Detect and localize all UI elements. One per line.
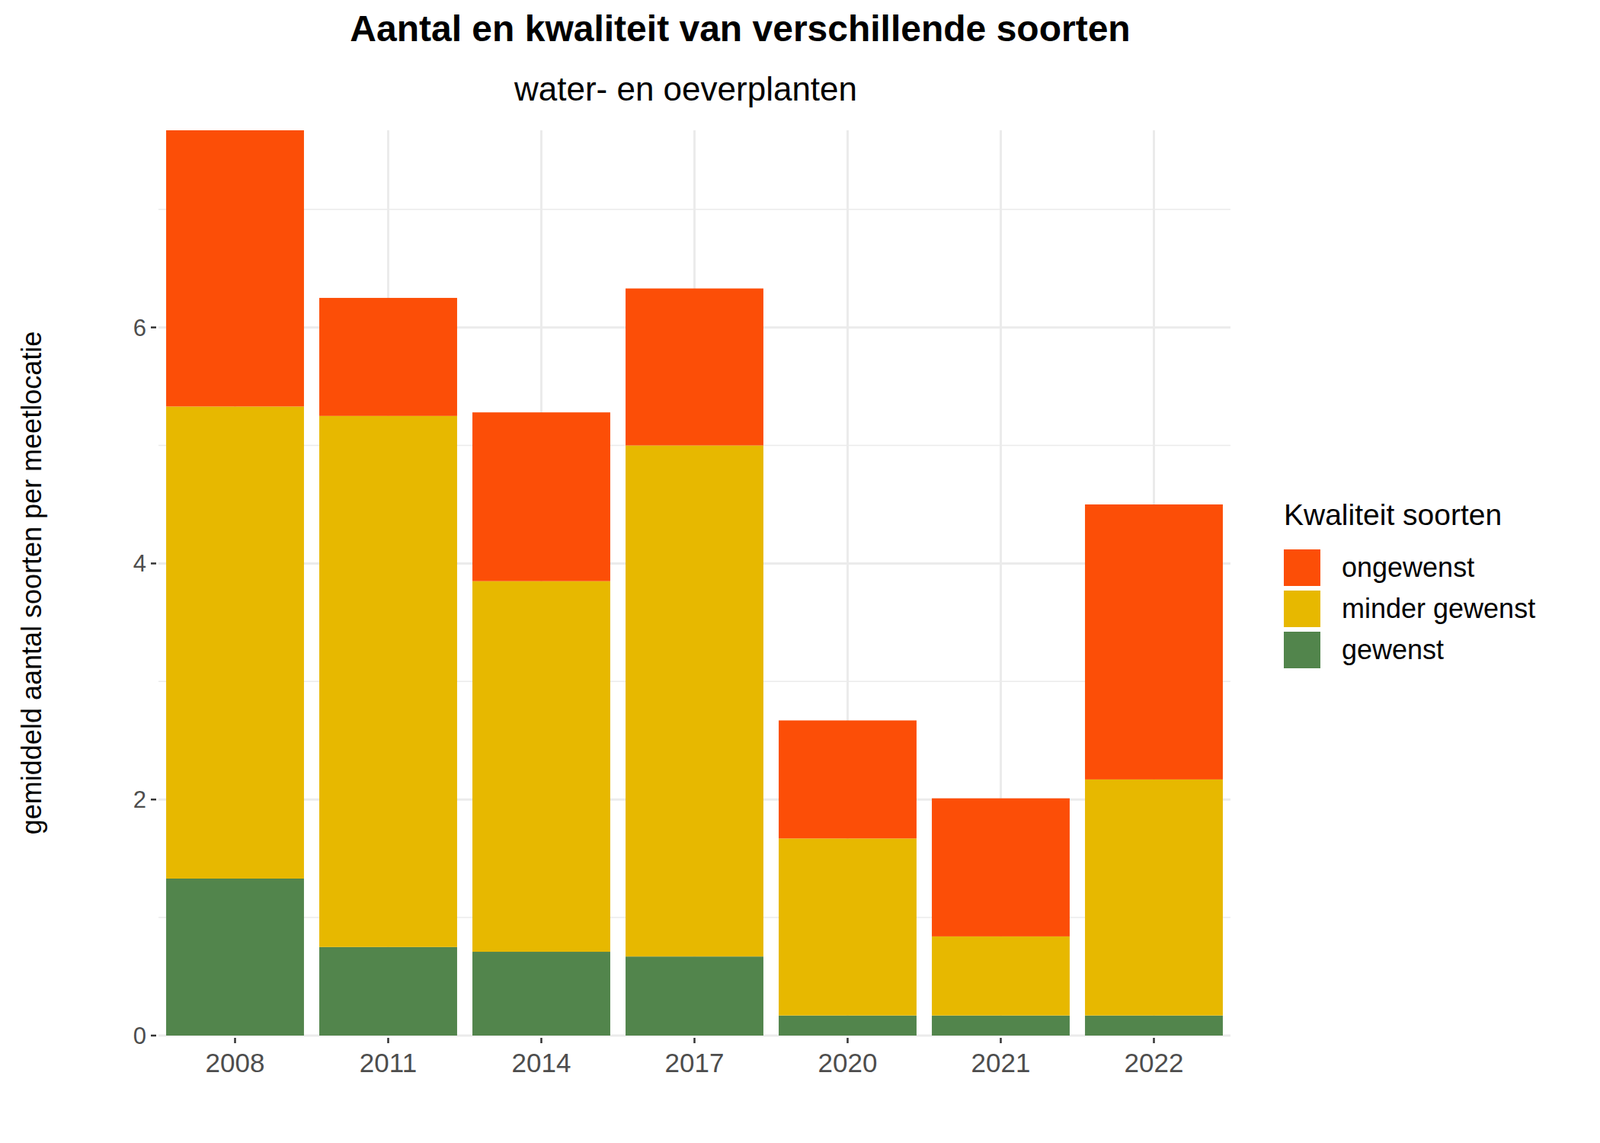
x-tick: [693, 1037, 696, 1044]
y-tick-label: 0: [133, 1022, 147, 1050]
bar: [931, 1015, 1070, 1036]
x-tick-label: 2014: [512, 1047, 572, 1078]
y-tick-label: 6: [133, 314, 147, 342]
legend-label: minder gewenst: [1341, 592, 1536, 624]
x-tick-label: 2022: [1124, 1047, 1184, 1078]
bar: [1084, 1015, 1223, 1036]
x-tick-label: 2020: [818, 1047, 878, 1078]
x-tick: [846, 1037, 849, 1044]
x-tick-label: 2017: [665, 1047, 725, 1078]
y-tick-label: 4: [133, 550, 147, 577]
legend-swatch: [1283, 631, 1321, 669]
title: Aantal en kwaliteit van verschillende so…: [349, 8, 1130, 49]
x-tick: [233, 1037, 237, 1044]
legend-label: ongewenst: [1341, 551, 1475, 583]
bar: [319, 297, 458, 416]
y-tick: [150, 798, 157, 801]
legend-swatch: [1283, 549, 1321, 586]
y-tick: [150, 562, 157, 565]
x-tick: [1152, 1037, 1156, 1044]
bars: [166, 130, 1223, 1036]
subtitle: water- en oeverplanten: [513, 70, 858, 108]
bar: [1084, 504, 1223, 780]
bar: [1084, 779, 1223, 1016]
x-tick-label: 2021: [971, 1047, 1031, 1078]
bar: [166, 878, 304, 1036]
legend-swatch: [1283, 590, 1321, 628]
x-tick: [999, 1037, 1002, 1044]
y-tick-label: 2: [133, 786, 147, 813]
x-tick: [387, 1037, 390, 1044]
legend-title: Kwaliteit soorten: [1283, 498, 1502, 532]
legend-label: gewenst: [1341, 633, 1444, 666]
chart: 0 2 4 6 2008 2011 2014 2017 2020 2021 2022 Aantal e…: [0, 0, 1600, 1143]
bar: [166, 130, 304, 407]
x-tick-label: 2008: [205, 1047, 266, 1078]
bar: [472, 412, 611, 581]
bar: [166, 406, 304, 879]
bar: [319, 416, 458, 948]
bar: [625, 445, 764, 957]
x-tick-label: 2011: [359, 1047, 417, 1078]
bar: [778, 720, 917, 839]
x-tick: [540, 1037, 543, 1044]
y-tick: [150, 1034, 157, 1037]
bar: [319, 947, 458, 1036]
bar: [931, 798, 1070, 937]
bar: [625, 956, 764, 1036]
bar: [472, 581, 611, 952]
y-tick: [150, 326, 157, 329]
y-axis-label: gemiddeld aantal soorten per meetlocatie: [16, 331, 48, 835]
bar: [625, 288, 764, 446]
bar: [778, 1015, 917, 1036]
bar: [778, 838, 917, 1015]
bar: [472, 951, 611, 1036]
bar: [931, 936, 1070, 1016]
